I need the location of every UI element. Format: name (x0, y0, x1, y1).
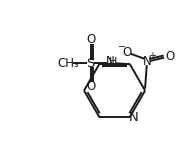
Text: O: O (123, 46, 132, 59)
Text: N: N (142, 55, 151, 68)
Text: O: O (86, 33, 95, 46)
Text: N: N (106, 55, 115, 68)
Text: H: H (109, 57, 117, 67)
Text: S: S (87, 57, 95, 70)
Text: O: O (86, 80, 95, 93)
Text: +: + (148, 51, 156, 61)
Text: −: − (118, 42, 126, 52)
Text: O: O (165, 51, 174, 63)
Text: CH₃: CH₃ (57, 57, 79, 70)
Text: N: N (129, 111, 138, 124)
